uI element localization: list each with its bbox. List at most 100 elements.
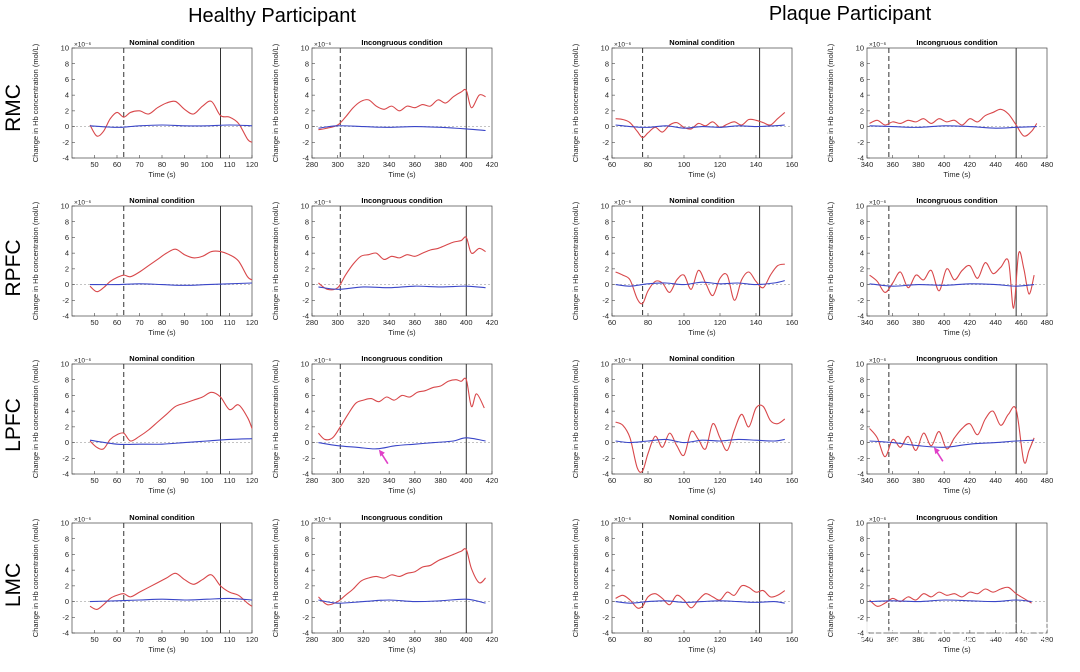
y-tick-label: 2 <box>305 422 309 431</box>
x-tick-label: 80 <box>158 476 166 485</box>
x-axis-label: Time (s) <box>148 170 176 179</box>
y-tick-label: -2 <box>857 613 864 622</box>
axes-frame <box>311 205 493 317</box>
y-tick-label: 0 <box>605 280 609 289</box>
x-tick-label: 60 <box>113 635 121 644</box>
y-axis-label: Change in Hb concentration (mol/L) <box>31 201 40 320</box>
x-tick-label: 60 <box>608 635 616 644</box>
panel-title: Incongruous condition <box>361 513 443 522</box>
x-tick-label: 480 <box>1041 635 1054 644</box>
y-tick-label: 6 <box>860 75 864 84</box>
x-axis-label: Time (s) <box>943 645 971 654</box>
y-tick-label: 4 <box>65 407 69 416</box>
x-axis-label: Time (s) <box>388 170 416 179</box>
y-tick-label: -2 <box>62 296 69 305</box>
axes-frame <box>71 363 253 475</box>
x-tick-label: 70 <box>135 160 143 169</box>
x-tick-label: 120 <box>246 635 259 644</box>
x-tick-label: 340 <box>861 160 874 169</box>
y-axis-label: Change in Hb concentration (mol/L) <box>826 359 835 478</box>
y-tick-label: 6 <box>605 75 609 84</box>
y-tick-label: 8 <box>605 534 609 543</box>
y-tick-label: -4 <box>62 470 69 479</box>
y-tick-label: -4 <box>602 154 609 163</box>
x-tick-label: 100 <box>678 160 691 169</box>
y-tick-label: 10 <box>301 202 309 211</box>
x-tick-label: 420 <box>486 476 499 485</box>
y-tick-label: 2 <box>605 264 609 273</box>
axis-exponent: ×10⁻⁶ <box>314 200 331 207</box>
y-tick-label: -2 <box>302 454 309 463</box>
y-tick-label: 6 <box>305 75 309 84</box>
x-tick-label: 280 <box>306 160 319 169</box>
x-tick-label: 360 <box>409 476 422 485</box>
x-tick-label: 70 <box>135 318 143 327</box>
x-tick-label: 440 <box>989 635 1002 644</box>
y-tick-label: 10 <box>61 360 69 369</box>
y-tick-label: 10 <box>601 519 609 528</box>
x-tick-label: 480 <box>1041 160 1054 169</box>
x-tick-label: 60 <box>113 476 121 485</box>
x-tick-label: 110 <box>224 160 236 169</box>
chart-panel: Nominal condition ×10⁻⁶ -4 -2 0 2 4 6 8 10 50 60 70 8… <box>31 38 258 179</box>
x-tick-label: 400 <box>938 635 951 644</box>
y-tick-label: 2 <box>860 106 864 115</box>
series-line-hbo <box>318 377 485 441</box>
y-tick-label: 4 <box>65 249 69 258</box>
y-axis-label: Change in Hb concentration (mol/L) <box>271 359 280 478</box>
y-tick-label: 2 <box>605 581 609 590</box>
y-tick-label: -2 <box>62 138 69 147</box>
panel-title: Nominal condition <box>129 196 195 205</box>
axis-exponent: ×10⁻⁶ <box>314 42 331 49</box>
x-tick-label: 160 <box>786 635 799 644</box>
x-tick-label: 320 <box>357 476 370 485</box>
y-tick-label: 0 <box>305 280 309 289</box>
series-line-hbr <box>89 438 253 445</box>
y-tick-label: 8 <box>605 217 609 226</box>
series-line-hbo <box>615 263 785 305</box>
group-title-healthy: Healthy Participant <box>188 5 356 27</box>
x-tick-label: 80 <box>158 635 166 644</box>
panel-title: Incongruous condition <box>916 354 998 363</box>
x-tick-label: 280 <box>306 318 319 327</box>
chart-panel: Nominal condition ×10⁻⁶ -4 -2 0 2 4 6 8 10 60 80 100… <box>571 38 798 179</box>
y-axis-label: Change in Hb concentration (mol/L) <box>826 201 835 320</box>
row-label-lpfc: LPFC <box>2 398 25 452</box>
x-tick-label: 480 <box>1041 476 1054 485</box>
y-tick-label: 10 <box>601 202 609 211</box>
y-tick-label: 8 <box>305 534 309 543</box>
x-tick-label: 400 <box>938 160 951 169</box>
y-tick-label: 10 <box>301 360 309 369</box>
x-tick-label: 340 <box>383 635 396 644</box>
y-tick-label: -2 <box>857 138 864 147</box>
axes-frame <box>71 205 253 317</box>
y-tick-label: -4 <box>857 629 864 638</box>
x-tick-label: 120 <box>714 160 727 169</box>
x-tick-label: 400 <box>460 635 473 644</box>
x-tick-label: 360 <box>409 635 422 644</box>
axis-exponent: ×10⁻⁶ <box>869 358 886 365</box>
y-tick-label: 4 <box>860 249 864 258</box>
y-tick-label: 0 <box>605 438 609 447</box>
x-tick-label: 340 <box>861 635 874 644</box>
x-tick-label: 80 <box>158 160 166 169</box>
x-tick-label: 420 <box>486 635 499 644</box>
y-tick-label: -2 <box>857 296 864 305</box>
x-tick-label: 80 <box>644 476 652 485</box>
x-tick-label: 100 <box>678 476 691 485</box>
y-tick-label: 10 <box>601 44 609 53</box>
y-tick-label: -4 <box>302 629 309 638</box>
x-tick-label: 100 <box>678 318 691 327</box>
x-tick-label: 420 <box>964 318 977 327</box>
axis-exponent: ×10⁻⁶ <box>869 42 886 49</box>
y-tick-label: 6 <box>860 391 864 400</box>
y-tick-label: 10 <box>301 44 309 53</box>
y-tick-label: 4 <box>605 407 609 416</box>
axes-frame <box>311 363 493 475</box>
y-axis-label: Change in Hb concentration (mol/L) <box>271 43 280 162</box>
x-tick-label: 400 <box>460 160 473 169</box>
chart-panel: Nominal condition ×10⁻⁶ -4 -2 0 2 4 6 8 10 60 80 100… <box>571 196 798 337</box>
chart-panel: Nominal condition ×10⁻⁶ -4 -2 0 2 4 6 8 10 60 80 100… <box>571 513 798 654</box>
x-tick-label: 50 <box>90 318 98 327</box>
